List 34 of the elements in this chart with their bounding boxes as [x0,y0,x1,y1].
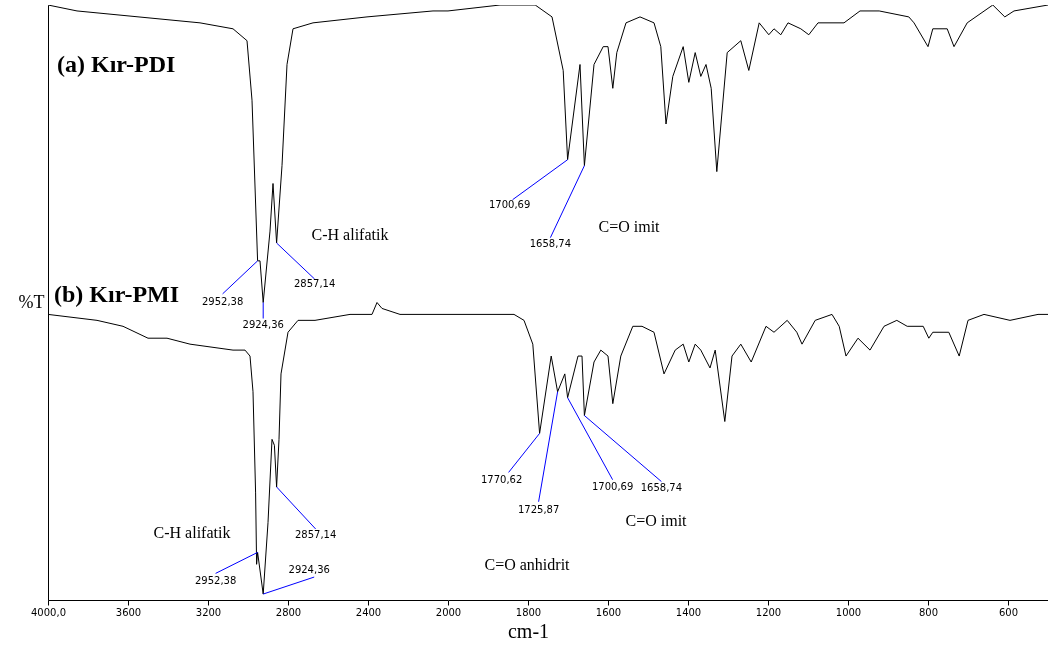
annotation: 1658,74 [529,237,572,249]
annotation: 1700,69 [591,480,634,492]
annotation: C=O imit [598,218,661,235]
annotation: 2924,36 [242,318,284,330]
annotation: 1658,74 [640,481,683,493]
y-axis-title: %T [18,291,45,312]
series-label: (b) Kır-PMI [54,281,180,307]
annotation: C-H alifatik [311,226,389,243]
annotation: 1770,62 [480,474,523,486]
x-tick-label: 2400 [355,606,382,618]
x-tick-label: 3200 [195,606,222,618]
annotation: 2952,38 [194,575,237,587]
x-tick-label: 3600 [115,606,142,618]
x-tick-label: 2000 [435,606,462,618]
annotation: 1700,69 [488,198,531,210]
annotation: 2857,14 [293,278,336,289]
annotation: C=O anhidrit [484,556,571,573]
series-label: (a) Kır-PDI [57,51,176,77]
x-tick-label: 800 [918,606,939,618]
x-tick-label: 1800 [515,606,542,618]
x-tick-label: 1400 [675,606,702,618]
annotation: C-H alifatik [153,524,231,541]
x-tick-label: 2800 [275,606,302,618]
x-tick-label: 600 [998,606,1019,618]
x-tick-label: 1000 [835,606,862,618]
annotation: 2952,38 [201,295,244,307]
annotation: 2924,36 [288,564,330,576]
annotation: 1725,87 [517,503,560,515]
x-axis-title: cm-1 [507,619,550,642]
x-tick-label: 4000,0 [31,606,66,618]
x-tick-label: 1200 [755,606,782,618]
annotation: C=O imit [625,512,688,529]
x-tick-label: 1600 [595,606,622,618]
annotation: 2857,14 [294,528,337,540]
